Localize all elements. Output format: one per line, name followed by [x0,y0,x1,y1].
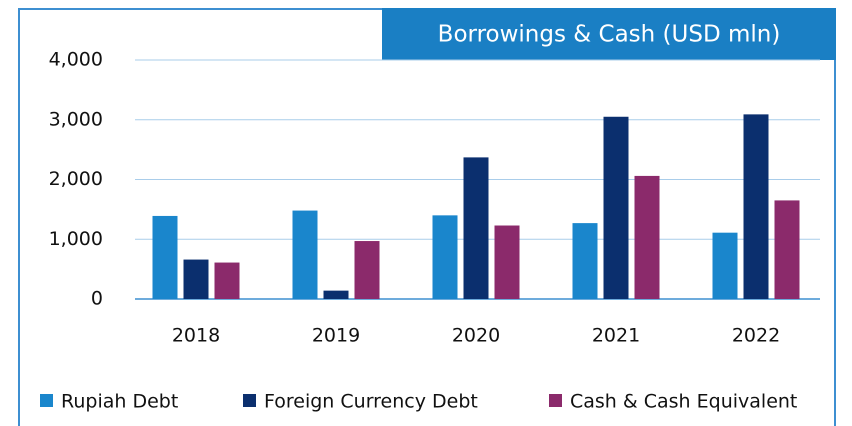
y-tick-label: 0 [91,288,103,310]
bar [152,215,178,299]
chart-title: Borrowings & Cash (USD mln) [438,22,781,48]
legend-swatch [549,394,562,407]
bar [183,259,209,299]
legend-swatch [243,394,256,407]
x-tick-label: 2018 [172,325,220,347]
legend-label: Foreign Currency Debt [264,391,478,413]
bar [774,200,800,299]
title-box [382,8,836,60]
bar [463,157,489,299]
y-tick-label: 3,000 [49,108,103,130]
bar [603,116,629,299]
x-tick-label: 2020 [452,325,500,347]
bar [214,262,240,299]
legend-swatch [40,394,53,407]
bar [743,114,769,299]
bar [292,210,318,299]
y-tick-label: 2,000 [49,168,103,190]
bar [354,241,380,299]
chart-border [18,8,836,426]
legend-label: Rupiah Debt [61,391,178,413]
legend-label: Cash & Cash Equivalent [570,391,797,413]
bar [432,215,458,299]
bar [494,225,520,299]
x-tick-label: 2022 [732,325,780,347]
bar [634,175,660,299]
y-tick-label: 1,000 [49,228,103,250]
bar [323,290,349,299]
bar [572,223,598,299]
y-tick-label: 4,000 [49,49,103,71]
bar [712,232,738,299]
x-tick-label: 2019 [312,325,360,347]
x-tick-label: 2021 [592,325,640,347]
